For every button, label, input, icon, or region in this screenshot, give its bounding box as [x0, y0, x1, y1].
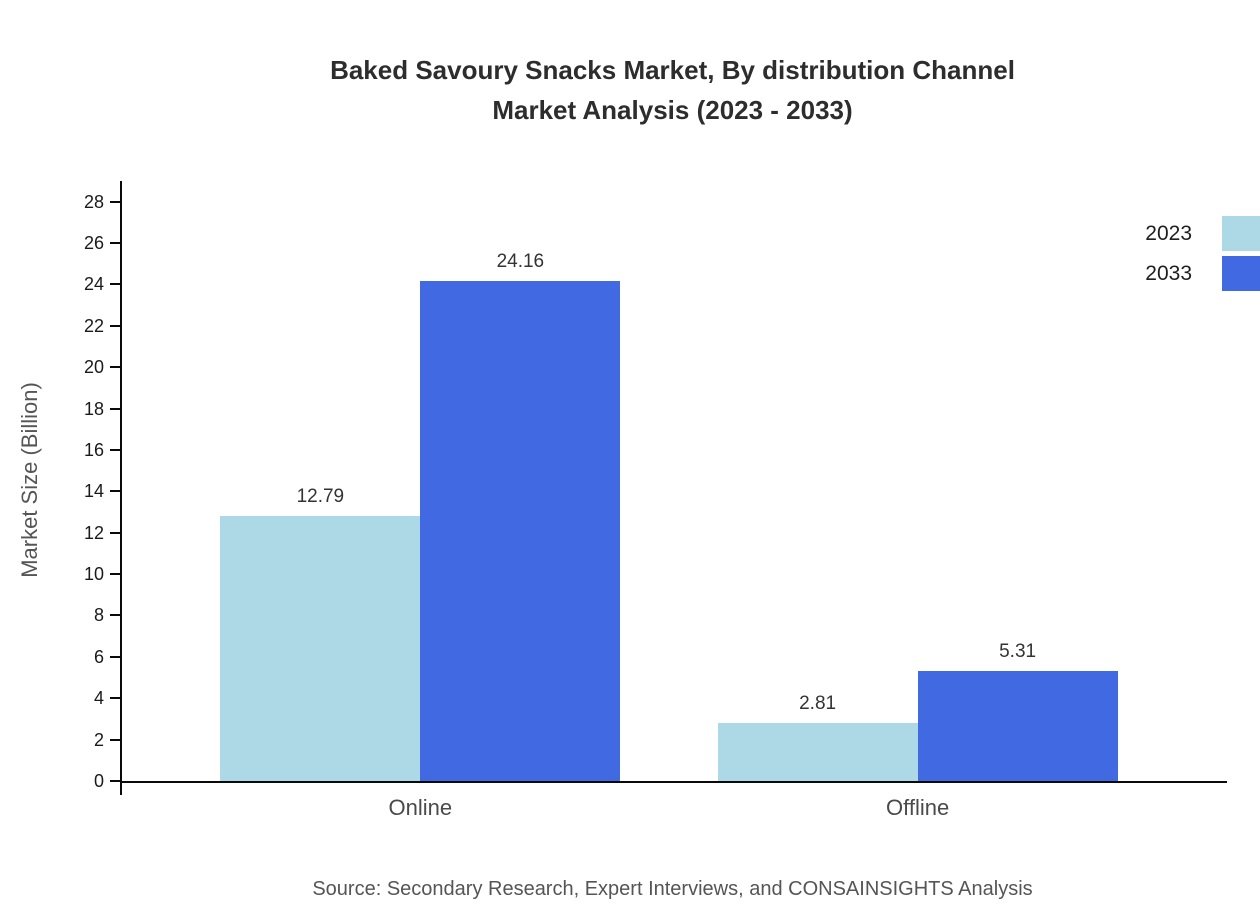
y-tick-mark: [110, 283, 120, 286]
legend-label: 2033: [1145, 261, 1192, 285]
y-tick-label: 0: [93, 771, 104, 791]
y-tick-label: 10: [83, 564, 104, 585]
y-axis-line-overhang: [120, 781, 122, 795]
category-label-online: Online: [388, 795, 453, 820]
y-tick-mark: [110, 366, 120, 369]
y-tick-label: 28: [83, 191, 104, 212]
y-tick-mark: [110, 697, 120, 700]
y-tick-label: 6: [93, 646, 104, 667]
legend: 2023 2033: [1145, 216, 1260, 291]
y-tick-label: 4: [93, 688, 104, 709]
legend-label: 2023: [1145, 221, 1192, 245]
y-tick-mark: [110, 448, 120, 451]
y-tick-label: 2: [93, 729, 104, 750]
y-tick-label: 24: [83, 274, 104, 295]
y-tick-mark: [110, 407, 120, 410]
y-axis-title: Market Size (Billion): [17, 382, 42, 578]
y-tick-label: 18: [83, 398, 104, 419]
y-tick-mark: [110, 614, 120, 617]
bar-2033-online: [420, 281, 621, 781]
y-tick-mark: [110, 200, 120, 203]
y-tick-label: 12: [83, 522, 104, 543]
legend-swatch: [1222, 256, 1260, 291]
bar-value-label: 24.16: [496, 251, 545, 273]
bar-2033-offline: [917, 671, 1118, 781]
y-tick-mark: [110, 780, 120, 782]
legend-swatch: [1222, 216, 1260, 251]
category-label-offline: Offline: [886, 795, 950, 820]
y-tick-label: 22: [83, 315, 104, 336]
legend-item-2023: 2023: [1145, 216, 1260, 251]
y-tick-label: 20: [83, 357, 104, 378]
source-attribution: Source: Secondary Research, Expert Inter…: [312, 878, 1033, 900]
y-tick-mark: [110, 324, 120, 327]
bar-group-offline: 2.81 5.31 Offline: [717, 181, 1118, 820]
bar-value-label: 12.79: [296, 486, 345, 508]
bar-2023-offline: [717, 722, 918, 781]
y-tick-mark: [110, 490, 120, 493]
bar-2023-online: [220, 516, 421, 781]
bar-group-online: 12.79 24.16 Online: [220, 181, 621, 820]
plot-area: 0 2 4 6 8 10 12 14 16 18 20 22 24 26 28 12.79 24.16 Onlin…: [84, 181, 1227, 820]
y-tick-mark: [110, 573, 120, 576]
y-tick-label: 26: [83, 233, 104, 254]
y-tick-mark: [110, 655, 120, 658]
y-tick-mark: [110, 242, 120, 245]
bar-value-label: 2.81: [799, 692, 837, 714]
bar-value-label: 5.31: [999, 641, 1037, 663]
y-tick-label: 8: [93, 605, 104, 626]
y-tick-mark: [110, 738, 120, 741]
y-tick-label: 16: [83, 439, 104, 460]
chart-title: Baked Savoury Snacks Market, By distribu…: [120, 50, 1225, 130]
y-tick-mark: [110, 531, 120, 534]
legend-item-2033: 2033: [1145, 256, 1260, 291]
chart-title-line2: Market Analysis (2023 - 2033): [492, 95, 853, 125]
chart-title-line1: Baked Savoury Snacks Market, By distribu…: [330, 55, 1015, 85]
y-tick-label: 14: [83, 481, 104, 502]
